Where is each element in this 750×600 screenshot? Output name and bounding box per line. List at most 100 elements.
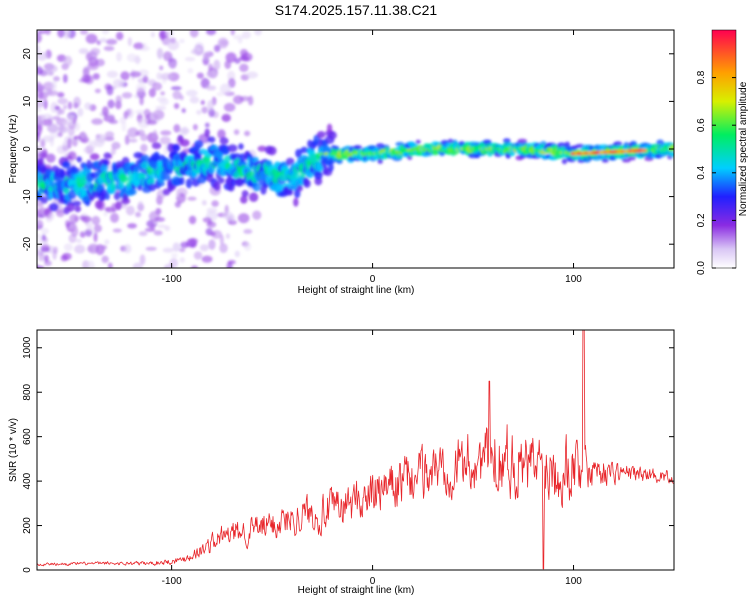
heatmap-cell [326, 123, 333, 133]
heatmap-cell [201, 200, 207, 206]
heatmap-cell [169, 61, 177, 70]
heatmap-cell [37, 265, 45, 268]
heatmap-cell [70, 167, 80, 174]
heatmap-cell [153, 151, 160, 162]
heatmap-cell [160, 130, 172, 136]
heatmap-cell [213, 181, 221, 191]
heatmap-x-tick-label: 100 [565, 274, 582, 285]
heatmap-cell [152, 82, 163, 91]
heatmap-cell [328, 163, 334, 172]
heatmap-cell [159, 136, 171, 145]
snr-x-tick-label: 0 [370, 576, 376, 587]
heatmap-cell [142, 42, 148, 51]
snr-panel: -100 0 100 0 200 400 600 800 1000 Height of str… [8, 329, 675, 596]
heatmap-cell [37, 132, 41, 138]
heatmap-cell [213, 59, 221, 71]
heatmap-cell [628, 155, 636, 161]
heatmap-cell [100, 192, 106, 201]
heatmap-cell [74, 244, 86, 254]
heatmap-cell [62, 252, 72, 261]
heatmap-cell [121, 121, 127, 132]
heatmap-cell [148, 87, 156, 98]
heatmap-cell [135, 54, 140, 65]
heatmap-cell [127, 37, 132, 47]
heatmap-cell [79, 231, 86, 238]
heatmap-cell [156, 96, 167, 102]
heatmap-cell [415, 139, 421, 144]
heatmap-cell [257, 145, 267, 152]
heatmap-cell [94, 200, 103, 210]
heatmap-cell [107, 99, 115, 109]
heatmap-cell [44, 30, 51, 35]
heatmap-cell [115, 201, 122, 211]
heatmap-cell [135, 82, 147, 94]
heatmap-cell [202, 217, 212, 223]
heatmap-cell [104, 83, 112, 91]
heatmap-cell [621, 158, 631, 163]
heatmap-cell [228, 77, 236, 88]
snr-x-tick-label: 100 [565, 576, 582, 587]
heatmap-cell [613, 141, 623, 147]
heatmap-y-tick-label: 20 [22, 48, 33, 60]
heatmap-cell [69, 213, 79, 224]
heatmap-cell [128, 138, 138, 143]
snr-y-tick-label: 200 [22, 517, 33, 534]
heatmap-cell [37, 107, 42, 113]
heatmap-cell [151, 142, 162, 150]
heatmap-cell [247, 95, 254, 106]
heatmap-cell [303, 179, 311, 188]
heatmap-cell [206, 30, 217, 36]
heatmap-cell [105, 38, 118, 45]
snr-x-tick-label: -100 [162, 576, 182, 587]
heatmap-cell [243, 229, 253, 234]
heatmap-cell [162, 247, 174, 253]
heatmap-cell [42, 81, 55, 91]
heatmap-cell [217, 177, 225, 184]
heatmap-cell [156, 47, 164, 59]
heatmap-cell [40, 196, 48, 204]
heatmap-cell [40, 118, 53, 126]
heatmap-cell [146, 120, 158, 125]
heatmap-cell [167, 39, 180, 51]
heatmap-cell [57, 97, 68, 105]
heatmap-cell [285, 157, 295, 166]
heatmap-cell [43, 99, 48, 110]
heatmap-cell [293, 197, 299, 207]
heatmap-cell [63, 55, 73, 67]
heatmap-cell [94, 88, 101, 94]
heatmap-cell [201, 255, 213, 263]
heatmap-cell [99, 38, 108, 43]
heatmap-cell [78, 178, 88, 185]
heatmap-cell [194, 42, 205, 52]
heatmap-cell [38, 151, 47, 159]
heatmap-cell [190, 49, 197, 54]
heatmap-cell [248, 192, 259, 203]
heatmap-cell [96, 40, 101, 46]
heatmap-cell [187, 237, 199, 245]
heatmap-cell [112, 228, 122, 233]
heatmap-cell [141, 154, 150, 163]
heatmap-cell [93, 231, 98, 243]
heatmap-cell [213, 44, 221, 53]
heatmap-cell [225, 52, 237, 63]
heatmap-cell [252, 210, 262, 220]
heatmap-cell [57, 91, 65, 98]
heatmap-cell [353, 144, 363, 150]
heatmap-cell [43, 208, 50, 216]
heatmap-cell [83, 148, 88, 153]
heatmap-cell [87, 243, 100, 254]
heatmap-cell [100, 163, 109, 173]
heatmap-cell [137, 184, 143, 191]
heatmap-cell [67, 115, 75, 121]
heatmap-cell [47, 124, 59, 133]
heatmap-cell [208, 239, 216, 250]
heatmap-cell [58, 108, 65, 115]
heatmap-cell [226, 214, 236, 223]
heatmap-cell [38, 253, 45, 262]
heatmap-cell [139, 254, 146, 266]
heatmap-cell [133, 152, 144, 159]
heatmap-cell [287, 188, 294, 196]
heatmap-cell [556, 142, 567, 149]
heatmap-cell [115, 95, 122, 104]
